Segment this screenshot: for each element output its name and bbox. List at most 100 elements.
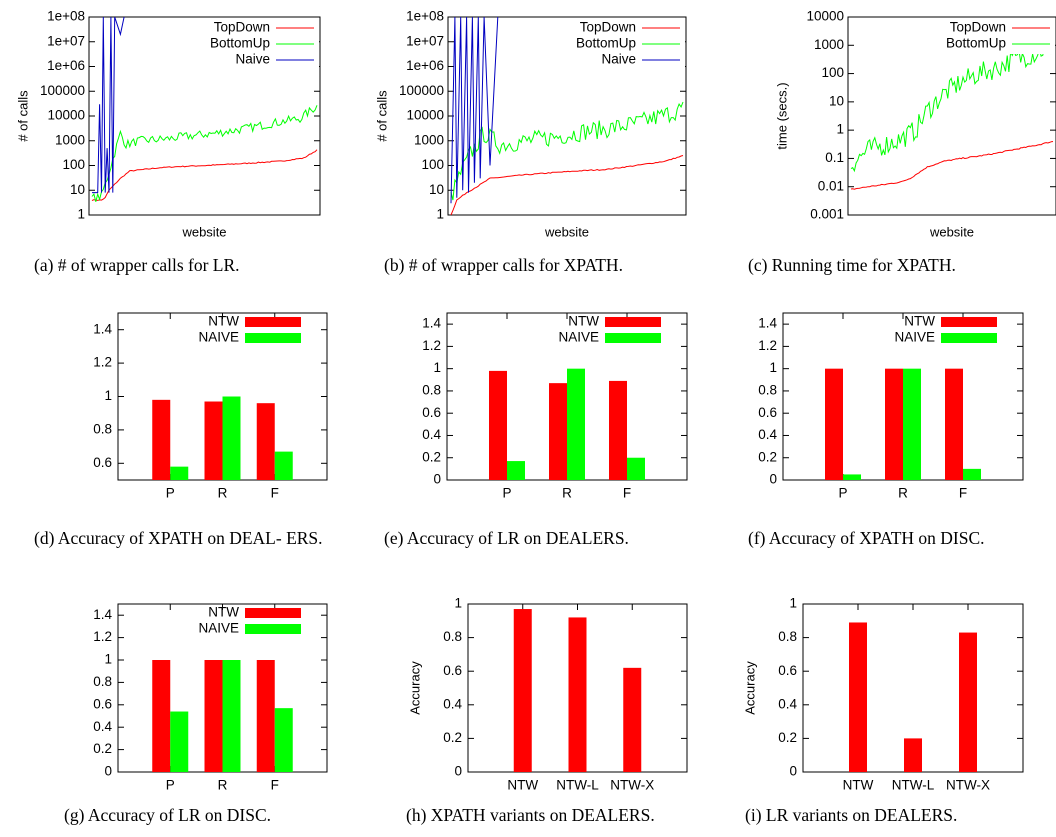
y-axis-label: # of calls bbox=[15, 90, 30, 142]
y-axis-label: Accuracy bbox=[407, 661, 422, 715]
legend-label: Naive bbox=[235, 52, 270, 67]
legend-label: BottomUp bbox=[210, 36, 270, 51]
x-tick-label: F bbox=[959, 486, 967, 501]
legend-swatch bbox=[941, 333, 997, 343]
y-tick-label: 0.4 bbox=[778, 696, 797, 711]
bar-naive bbox=[903, 368, 921, 480]
y-tick-label: 0.2 bbox=[443, 730, 462, 745]
y-tick-label: 0.8 bbox=[422, 382, 441, 397]
y-tick-label: 0.1 bbox=[825, 150, 844, 165]
bar-naive bbox=[567, 368, 585, 480]
y-tick-label: 100 bbox=[821, 65, 844, 80]
legend-swatch bbox=[245, 624, 301, 634]
y-tick-label: 1 bbox=[769, 360, 777, 375]
bar-value bbox=[513, 609, 532, 772]
y-tick-label: 0.6 bbox=[93, 696, 112, 711]
bar-ntw bbox=[609, 380, 627, 480]
bar-naive bbox=[222, 660, 241, 772]
legend-label: NTW bbox=[208, 314, 239, 329]
y-tick-label: 1000 bbox=[814, 37, 844, 52]
y-tick-label: 0.2 bbox=[93, 741, 112, 756]
x-tick-label: F bbox=[271, 778, 279, 793]
y-tick-label: 1 bbox=[436, 207, 444, 222]
y-tick-label: 0.6 bbox=[422, 405, 441, 420]
y-tick-label: 1e+06 bbox=[406, 58, 444, 73]
series-line-naive bbox=[450, 17, 499, 204]
series-line-bottomup bbox=[450, 101, 684, 201]
y-tick-label: 1.2 bbox=[93, 629, 112, 644]
series-line-topdown bbox=[450, 155, 684, 215]
y-tick-label: 10 bbox=[429, 182, 444, 197]
y-tick-label: 0.6 bbox=[443, 663, 462, 678]
legend-label: NAIVE bbox=[558, 330, 599, 345]
y-tick-label: 100000 bbox=[399, 83, 444, 98]
legend-label: NAIVE bbox=[894, 330, 935, 345]
y-tick-label: 100000 bbox=[40, 83, 85, 98]
caption-c: (c) Running time for XPATH. bbox=[748, 255, 956, 275]
y-tick-label: 0.2 bbox=[778, 730, 797, 745]
y-tick-label: 1 bbox=[104, 652, 112, 667]
legend-label: NTW bbox=[568, 314, 599, 329]
x-tick-label: P bbox=[502, 486, 511, 501]
bar-ntw bbox=[256, 660, 275, 772]
chart-c: 0.001 0.01 0.1 1 10 100 1000 10000 website time (… bbox=[774, 9, 1056, 239]
y-tick-label: 1 bbox=[789, 596, 797, 611]
y-tick-label: 0 bbox=[789, 764, 797, 779]
legend-swatch bbox=[941, 317, 997, 327]
y-axis-label: time (secs.) bbox=[774, 82, 789, 149]
y-tick-label: 0.8 bbox=[93, 674, 112, 689]
legend-background bbox=[906, 18, 1055, 54]
y-tick-label: 1e+08 bbox=[406, 9, 444, 24]
x-tick-label: P bbox=[166, 486, 175, 501]
y-tick-label: 0.8 bbox=[93, 421, 112, 436]
y-tick-label: 1e+07 bbox=[406, 33, 444, 48]
bar-naive bbox=[222, 396, 241, 480]
y-tick-label: 0.6 bbox=[93, 455, 112, 470]
y-tick-label: 1.2 bbox=[422, 338, 441, 353]
x-tick-label: F bbox=[623, 486, 631, 501]
x-axis-label: website bbox=[181, 224, 226, 239]
plot-area bbox=[450, 17, 684, 215]
y-tick-label: 1e+06 bbox=[47, 58, 85, 73]
y-tick-label: 0.4 bbox=[443, 696, 462, 711]
y-tick-label: 0 bbox=[454, 764, 462, 779]
x-tick-label: NTW-L bbox=[892, 778, 935, 793]
caption-i: (i) LR variants on DEALERS. bbox=[745, 805, 958, 825]
y-tick-label: 1e+08 bbox=[47, 9, 85, 24]
x-tick-label: NTW bbox=[843, 778, 874, 793]
caption-d: (d) Accuracy of XPATH on DEAL- ERS. bbox=[34, 528, 323, 548]
chart-b: 1 10 100 1000 10000 100000 1e+06 1e+07 1e+08 webs… bbox=[374, 9, 687, 239]
bar-naive bbox=[627, 457, 645, 480]
y-tick-label: 1000 bbox=[55, 132, 85, 147]
y-tick-label: 0.4 bbox=[93, 719, 112, 734]
y-tick-label: 0.2 bbox=[422, 449, 441, 464]
x-tick-label: R bbox=[218, 778, 228, 793]
bar-naive bbox=[170, 466, 189, 480]
x-axis-label: website bbox=[544, 224, 589, 239]
legend-label: NAIVE bbox=[198, 621, 239, 636]
bar-ntw bbox=[549, 383, 567, 480]
y-tick-label: 0 bbox=[104, 764, 112, 779]
bar-naive bbox=[274, 451, 293, 480]
chart-i: 0 0.2 0.4 0.6 0.8 1 Accuracy NTW NTW-L NTW-X bbox=[742, 596, 1024, 793]
legend-label: Naive bbox=[601, 52, 636, 67]
y-tick-label: 0.6 bbox=[778, 663, 797, 678]
series-line-topdown bbox=[91, 149, 318, 202]
y-tick-label: 100 bbox=[62, 157, 85, 172]
caption-f: (f) Accuracy of XPATH on DISC. bbox=[748, 528, 985, 548]
y-tick-label: 10 bbox=[70, 182, 85, 197]
y-tick-label: 0.8 bbox=[758, 382, 777, 397]
x-tick-label: NTW bbox=[507, 778, 538, 793]
caption-h: (h) XPATH variants on DEALERS. bbox=[406, 805, 655, 825]
bar-value bbox=[959, 632, 977, 772]
y-tick-label: 100 bbox=[421, 157, 444, 172]
y-tick-label: 0.6 bbox=[758, 405, 777, 420]
chart-a: 1 10 100 1000 10000 100000 1e+06 1e+07 1e+08 webs… bbox=[15, 9, 321, 239]
x-tick-label: NTW-X bbox=[610, 778, 654, 793]
legend-swatch bbox=[605, 317, 661, 327]
